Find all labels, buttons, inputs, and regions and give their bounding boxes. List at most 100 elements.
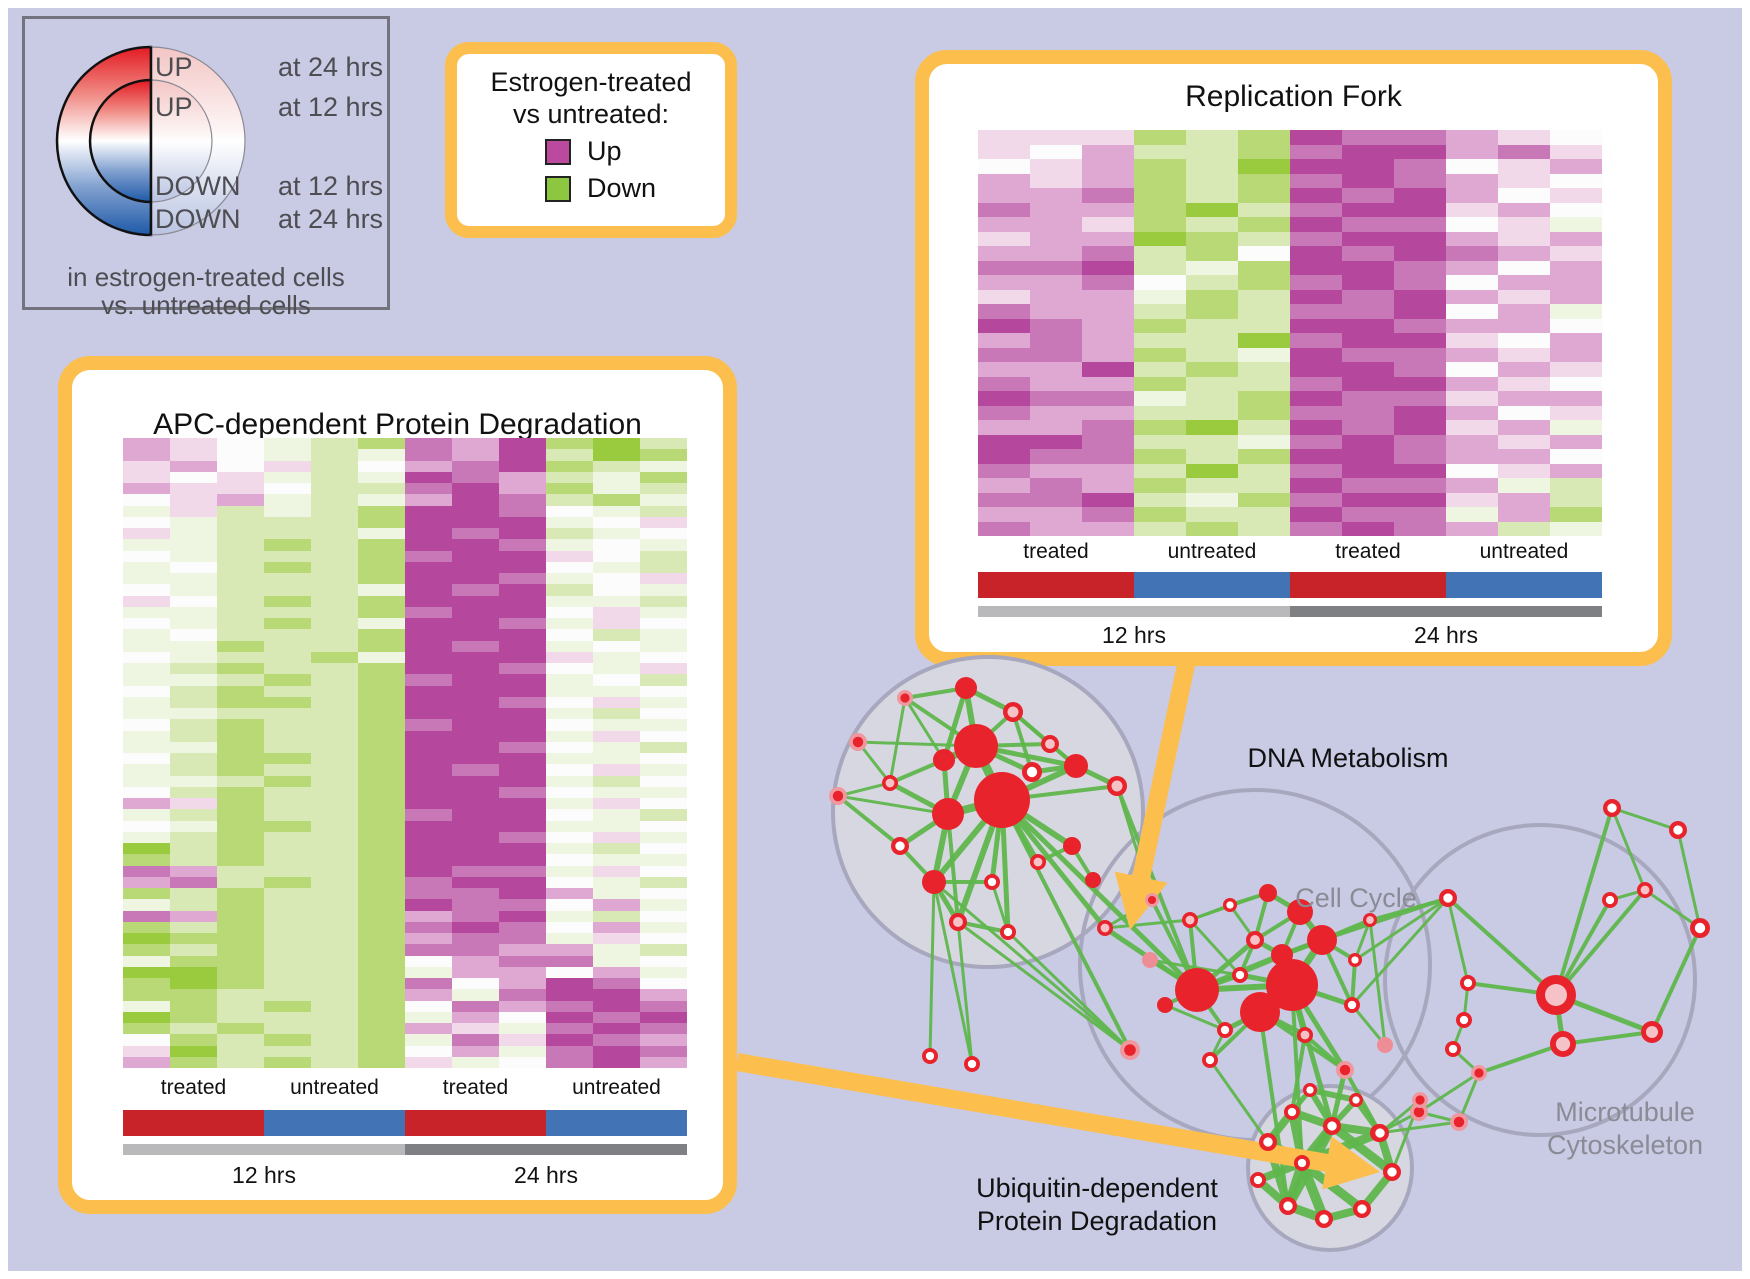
rf-hours-colorbar [978, 606, 1602, 617]
apc-condition-labels: treated untreated treated untreated [123, 1076, 687, 1100]
heatmap-cell [217, 674, 264, 686]
heatmap-cell [123, 719, 170, 731]
heatmap-cell [405, 798, 452, 810]
heatmap-cell [640, 978, 687, 990]
heatmap-cell [123, 854, 170, 866]
network-edge [932, 881, 974, 1065]
condition-bar-segment [123, 1110, 264, 1136]
heatmap-cell [1394, 304, 1446, 319]
heatmap-cell [1238, 420, 1290, 435]
heatmap-cell [1082, 304, 1134, 319]
heatmap-cell [546, 483, 593, 495]
heatmap-cell [170, 831, 217, 843]
heatmap-cell [264, 764, 311, 776]
heatmap-cell [1498, 260, 1550, 275]
heatmap-cell [358, 651, 405, 663]
heatmap-cell [593, 505, 640, 517]
gene-node-ring-center-white [1235, 970, 1245, 980]
gene-node-ring-center-white [1352, 1096, 1360, 1104]
heatmap-cell [1550, 202, 1602, 217]
heatmap-cell [123, 471, 170, 483]
heatmap-cell [978, 478, 1030, 493]
heatmap-cell [593, 955, 640, 967]
gene-node-ring-center-white [1351, 956, 1359, 964]
heatmap-cell [1082, 217, 1134, 232]
heatmap-cell [546, 888, 593, 900]
heatmap-cell [1550, 144, 1602, 159]
heatmap-cell [452, 989, 499, 1001]
heatmap-cell [170, 786, 217, 798]
heatmap-cell [170, 595, 217, 607]
heatmap-cell [170, 1000, 217, 1012]
heatmap-cell [1446, 260, 1498, 275]
heatmap-cell [593, 696, 640, 708]
heatmap-cell [123, 685, 170, 697]
heatmap-cell [546, 550, 593, 562]
heatmap-cell [405, 685, 452, 697]
heatmap-cell [1030, 130, 1082, 145]
heatmap-cell [546, 978, 593, 990]
heatmap-cell [217, 550, 264, 562]
heatmap-cell [499, 820, 546, 832]
heatmap-cell [311, 460, 358, 472]
heatmap-cell [1342, 217, 1394, 232]
heatmap-cell [593, 584, 640, 596]
heatmap-cell [1186, 130, 1238, 145]
heatmap-cell [358, 820, 405, 832]
heatmap-cell [1498, 246, 1550, 261]
heatmap-cell [264, 989, 311, 1001]
heatmap-cell [358, 831, 405, 843]
heatmap-cell [546, 843, 593, 855]
heatmap-cell [1394, 130, 1446, 145]
gene-node-solid [1307, 925, 1337, 955]
heatmap-cell [311, 1000, 358, 1012]
heatmap-cell [452, 719, 499, 731]
condition-label: treated [1023, 540, 1089, 563]
heatmap-cell [593, 831, 640, 843]
heatmap-cell [405, 1011, 452, 1023]
gene-node-ring-center-pink [1640, 885, 1650, 895]
heatmap-cell [217, 910, 264, 922]
gene-node-solid [1259, 884, 1277, 902]
heatmap-cell [1186, 405, 1238, 420]
heatmap-cell [499, 674, 546, 686]
heatmap-cell [499, 899, 546, 911]
heatmap-cell [1030, 231, 1082, 246]
heatmap-cell [358, 595, 405, 607]
heatmap-cell [499, 663, 546, 675]
heatmap-cell [546, 955, 593, 967]
heatmap-cell [217, 944, 264, 956]
gene-node-ring-center-pink [1250, 935, 1260, 945]
heatmap-cell [1290, 405, 1342, 420]
heatmap-cell [546, 505, 593, 517]
heatmap-cell [358, 606, 405, 618]
heatmap-cell [170, 505, 217, 517]
heatmap-cell [170, 966, 217, 978]
heatmap-cell [499, 966, 546, 978]
gene-node-ring-center-white [1605, 895, 1615, 905]
heatmap-cell [170, 798, 217, 810]
heatmap-cell [546, 719, 593, 731]
connector-arrow-head [1114, 871, 1168, 930]
heatmap-cell [217, 854, 264, 866]
heatmap-cell [264, 663, 311, 675]
heatmap-cell [593, 933, 640, 945]
heatmap-cell [499, 753, 546, 765]
network-edge [1006, 930, 1132, 1052]
heatmap-cell [1238, 391, 1290, 406]
heatmap-cell [593, 595, 640, 607]
heatmap-cell [1394, 188, 1446, 203]
heatmap-cell [358, 471, 405, 483]
heatmap-cell [1134, 188, 1186, 203]
heatmap-cell [593, 494, 640, 506]
heatmap-cell [978, 507, 1030, 522]
heatmap-cell [1238, 159, 1290, 174]
heatmap-cell [1238, 478, 1290, 493]
microtubule-label-line2: Cytoskeleton [1546, 1130, 1704, 1160]
heatmap-cell [1290, 391, 1342, 406]
heatmap-cell [640, 516, 687, 528]
heatmap-cell [978, 260, 1030, 275]
heatmap-cell [311, 966, 358, 978]
heatmap-cell [1342, 144, 1394, 159]
heatmap-cell [311, 820, 358, 832]
